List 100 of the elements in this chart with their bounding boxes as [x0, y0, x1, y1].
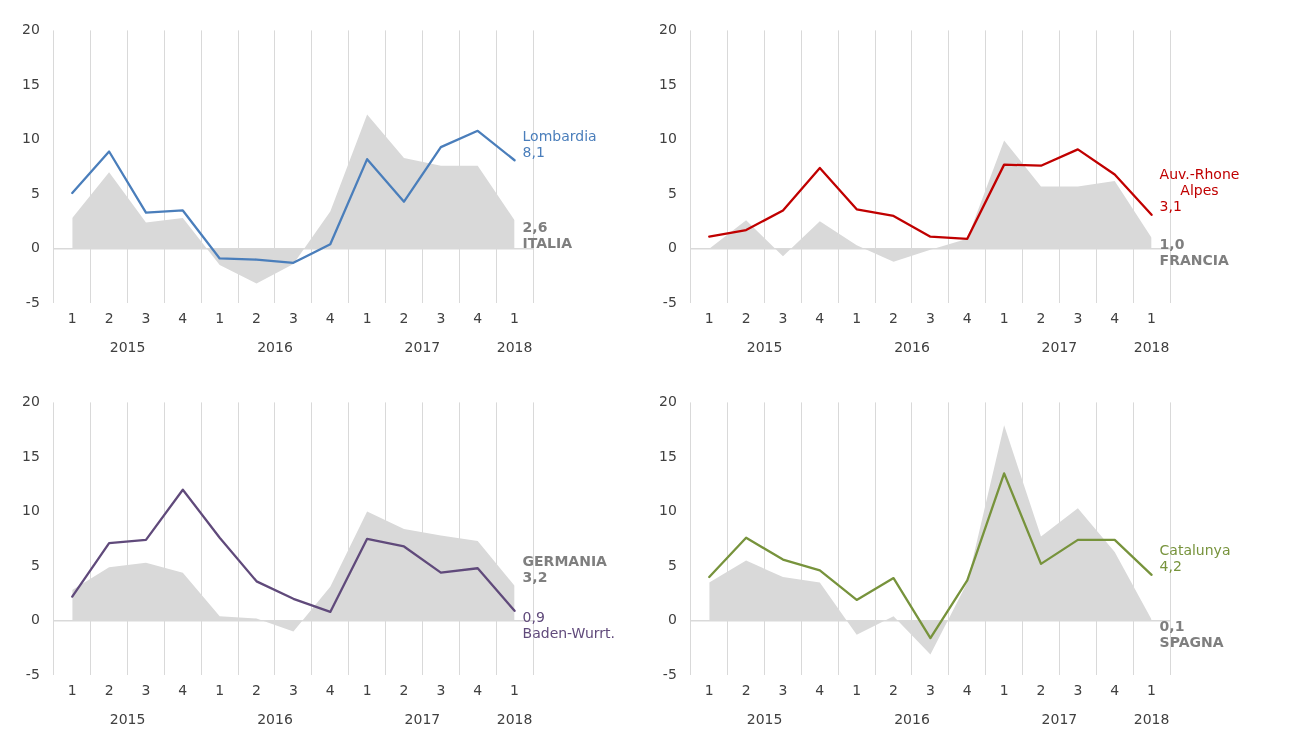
series-label: Catalunya — [1159, 542, 1231, 559]
text: 2018 — [496, 338, 533, 355]
x-tick-label: 3 — [1073, 310, 1083, 327]
y-tick-label: -5 — [25, 293, 40, 310]
x-tick-label: 2 — [741, 310, 751, 327]
x-tick-label: 2 — [252, 682, 262, 699]
data-label: 2,6 — [522, 218, 548, 235]
y-tick-label: 15 — [658, 447, 677, 464]
text: 2015 — [109, 338, 146, 355]
x-tick-label: 4 — [325, 682, 335, 699]
series-label: SPAGNA — [1159, 634, 1224, 651]
x-tick-label: 3 — [436, 310, 446, 327]
x-tick-label: 1 — [510, 682, 520, 699]
y-tick-label: 10 — [21, 502, 40, 519]
y-tick-label: 10 — [658, 130, 677, 147]
x-tick-label: 2 — [104, 310, 114, 327]
y-tick-label: 20 — [21, 21, 40, 38]
text: 2018 — [496, 710, 533, 727]
data-label: 4,2 — [1159, 558, 1182, 575]
x-tick-label: 3 — [925, 310, 935, 327]
x-tick-label: 1 — [999, 310, 1009, 327]
y-tick-label: 5 — [30, 184, 40, 201]
y-tick-label: 10 — [21, 130, 40, 147]
x-tick-label: 4 — [473, 682, 483, 699]
y-tick-label: 5 — [30, 556, 40, 573]
y-tick-label: 20 — [658, 393, 677, 410]
series-label: ITALIA — [522, 234, 573, 251]
x-tick-label: 3 — [778, 682, 788, 699]
x-tick-label: 3 — [141, 310, 151, 327]
x-tick-label: 1 — [852, 682, 862, 699]
x-tick-label: 1 — [704, 682, 714, 699]
x-tick-label: 4 — [1110, 682, 1120, 699]
y-tick-label: 0 — [667, 611, 677, 628]
y-tick-label: 0 — [30, 611, 40, 628]
y-tick-label: 0 — [30, 239, 40, 256]
x-tick-label: 2 — [889, 682, 899, 699]
x-tick-label: 3 — [778, 310, 788, 327]
x-tick-label: 4 — [473, 310, 483, 327]
x-tick-label: 2 — [889, 310, 899, 327]
x-tick-label: 4 — [962, 682, 972, 699]
series-label: Auv.-Rhone Alpes — [1159, 166, 1240, 199]
text: 2018 — [1133, 710, 1170, 727]
series-label: FRANCIA — [1159, 252, 1229, 269]
text: 2017 — [1041, 710, 1078, 727]
y-tick-label: 20 — [21, 393, 40, 410]
data-label: 0,1 — [1159, 618, 1185, 635]
text: 2017 — [404, 710, 441, 727]
y-tick-label: 15 — [21, 447, 40, 464]
x-tick-label: 2 — [741, 682, 751, 699]
y-tick-label: 15 — [21, 75, 40, 92]
text: 2016 — [257, 338, 293, 355]
x-tick-label: 4 — [178, 682, 188, 699]
x-tick-label: 4 — [325, 310, 335, 327]
x-tick-label: 1 — [362, 310, 372, 327]
y-tick-label: 0 — [667, 239, 677, 256]
x-tick-label: 1 — [1147, 310, 1157, 327]
series-label: GERMANIA — [522, 553, 608, 570]
x-tick-label: 3 — [288, 682, 298, 699]
y-tick-label: -5 — [25, 665, 40, 682]
x-tick-label: 3 — [436, 682, 446, 699]
data-label: 3,2 — [522, 569, 548, 586]
data-label: 0,9 — [522, 609, 545, 626]
x-tick-label: 1 — [67, 682, 77, 699]
x-tick-label: 4 — [815, 310, 825, 327]
x-tick-label: 1 — [215, 310, 225, 327]
x-tick-label: 3 — [288, 310, 298, 327]
y-tick-label: 20 — [658, 21, 677, 38]
x-tick-label: 4 — [178, 310, 188, 327]
x-tick-label: 1 — [852, 310, 862, 327]
x-tick-label: 2 — [1036, 310, 1046, 327]
text: 2017 — [1041, 338, 1078, 355]
y-tick-label: -5 — [662, 293, 677, 310]
data-label: 8,1 — [522, 143, 545, 160]
text: 2015 — [746, 338, 783, 355]
x-tick-label: 1 — [362, 682, 372, 699]
text: 2016 — [894, 710, 930, 727]
y-tick-label: 5 — [667, 556, 677, 573]
x-tick-label: 2 — [1036, 682, 1046, 699]
x-tick-label: 3 — [1073, 682, 1083, 699]
x-tick-label: 1 — [67, 310, 77, 327]
x-tick-label: 4 — [962, 310, 972, 327]
x-tick-label: 2 — [399, 310, 409, 327]
x-tick-label: 1 — [510, 310, 520, 327]
y-tick-label: 15 — [658, 75, 677, 92]
text: 2016 — [257, 710, 293, 727]
text: 2016 — [894, 338, 930, 355]
x-tick-label: 2 — [399, 682, 409, 699]
y-tick-label: -5 — [662, 665, 677, 682]
x-tick-label: 4 — [1110, 310, 1120, 327]
text: 2018 — [1133, 338, 1170, 355]
data-label: 1,0 — [1159, 236, 1185, 253]
x-tick-label: 2 — [104, 682, 114, 699]
x-tick-label: 1 — [215, 682, 225, 699]
x-tick-label: 3 — [141, 682, 151, 699]
x-tick-label: 3 — [925, 682, 935, 699]
x-tick-label: 1 — [704, 310, 714, 327]
series-label: Lombardia — [522, 127, 597, 144]
text: 2017 — [404, 338, 441, 355]
y-tick-label: 10 — [658, 502, 677, 519]
x-tick-label: 1 — [999, 682, 1009, 699]
